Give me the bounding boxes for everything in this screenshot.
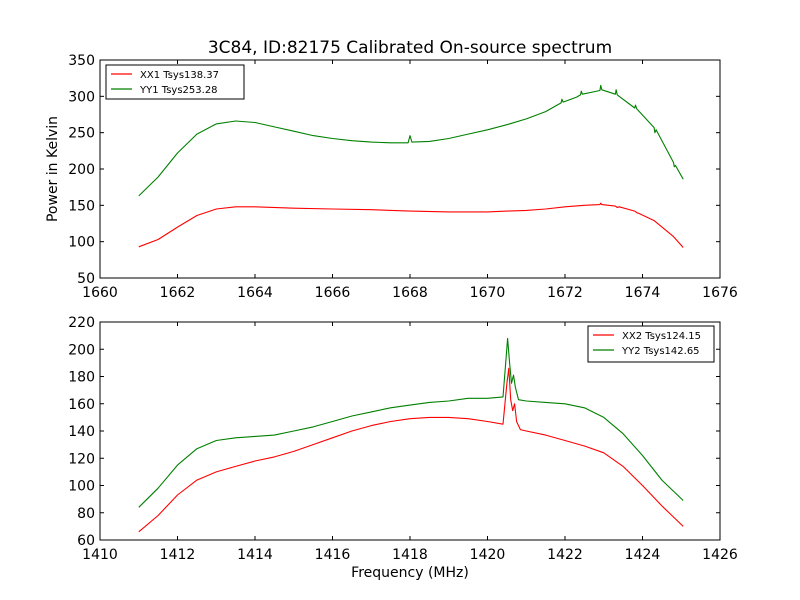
y-tick-label: 100 — [68, 235, 95, 251]
series-line-1 — [138, 367, 684, 533]
spectrum-panel-1: 1660 1662 1664 1666 1668 1670 1672 1674 1676 50 10… — [68, 53, 738, 301]
y-tick-label: 100 — [68, 479, 95, 495]
x-tick-label: 1426 — [702, 547, 738, 563]
x-tick-label: 1672 — [547, 285, 583, 301]
y-tick-label: 200 — [68, 162, 95, 178]
x-tick-label: 1414 — [237, 547, 273, 563]
x-tick-label: 1418 — [392, 547, 428, 563]
x-tick-label: 1664 — [237, 285, 273, 301]
y-tick-label: 140 — [68, 424, 95, 440]
series-line-2 — [138, 84, 684, 197]
legend-box — [105, 64, 245, 100]
x-tick-label: 1422 — [547, 547, 583, 563]
y-tick-label: 350 — [68, 53, 95, 69]
x-tick-label: 1662 — [160, 285, 196, 301]
legend: XX1 Tsys138.37 YY1 Tsys253.28 — [105, 64, 245, 100]
y-tick-label: 80 — [77, 506, 95, 522]
x-tick-label: 1668 — [392, 285, 428, 301]
y-tick-label: 200 — [68, 342, 95, 358]
legend-label: YY2 Tsys142.65 — [621, 346, 700, 357]
x-tick-label: 1416 — [315, 547, 351, 563]
legend: XX2 Tsys124.15 YY2 Tsys142.65 — [587, 325, 715, 363]
y-tick-label: 50 — [77, 271, 95, 287]
y-tick-label: 300 — [68, 89, 95, 105]
x-tick-label: 1410 — [82, 547, 118, 563]
x-tick-label: 1676 — [702, 285, 738, 301]
x-tick-label: 1420 — [470, 547, 506, 563]
y-tick-label: 60 — [77, 533, 95, 549]
x-tick-label: 1666 — [315, 285, 351, 301]
x-axis-label: Frequency (MHz) — [351, 565, 469, 581]
y-tick-label: 250 — [68, 126, 95, 142]
legend-box — [587, 325, 715, 363]
y-tick-label: 120 — [68, 451, 95, 467]
x-tick-label: 1670 — [470, 285, 506, 301]
legend-label: YY1 Tsys253.28 — [139, 85, 218, 96]
series-line-1 — [138, 202, 684, 248]
y-axis-label: Power in Kelvin — [45, 116, 61, 222]
y-tick-label: 160 — [68, 397, 95, 413]
y-tick-label: 150 — [68, 198, 95, 214]
x-tick-label: 1424 — [625, 547, 661, 563]
x-tick-label: 1660 — [82, 285, 118, 301]
chart-title: 3C84, ID:82175 Calibrated On-source spec… — [208, 38, 612, 58]
legend-label: XX2 Tsys124.15 — [622, 331, 701, 342]
x-tick-label: 1412 — [160, 547, 196, 563]
spectrum-panel-2: 1410 1412 1414 1416 1418 1420 1422 1424 1426 60 80… — [68, 315, 738, 563]
legend-label: XX1 Tsys138.37 — [140, 70, 219, 81]
series-line-2 — [138, 337, 684, 508]
x-tick-label: 1674 — [625, 285, 661, 301]
y-tick-label: 180 — [68, 370, 95, 386]
y-tick-label: 220 — [68, 315, 95, 331]
